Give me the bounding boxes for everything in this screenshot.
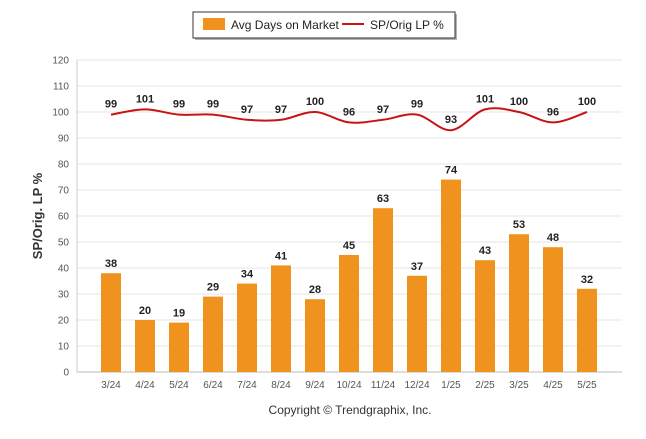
x-tick-label: 2/25 (475, 380, 495, 391)
x-tick-label: 8/24 (271, 380, 291, 391)
line-value-label: 99 (173, 99, 185, 111)
x-tick-label: 4/25 (543, 380, 563, 391)
bar (373, 208, 393, 372)
bar-value-label: 53 (513, 219, 525, 231)
legend-bar-label: Avg Days on Market (231, 18, 339, 32)
bar-value-label: 43 (479, 245, 491, 257)
line-value-label: 97 (377, 104, 389, 116)
bars (101, 179, 597, 372)
bar (475, 260, 495, 372)
y-ticks: 0 10 20 30 40 50 60 70 80 90 100 110 120 (52, 56, 69, 379)
line-value-label: 101 (136, 93, 154, 105)
x-tick-label: 7/24 (237, 380, 257, 391)
bar (441, 179, 461, 372)
line-value-label: 100 (306, 96, 324, 108)
bar-value-label: 63 (377, 193, 389, 205)
y-tick-label: 30 (58, 290, 70, 301)
bar-value-label: 20 (139, 305, 151, 317)
bar-value-label: 41 (275, 250, 287, 262)
y-tick-label: 120 (52, 56, 69, 67)
bar-value-label: 34 (241, 269, 254, 281)
x-tick-label: 3/24 (101, 380, 121, 391)
line-value-label: 100 (510, 96, 528, 108)
bar (271, 265, 291, 372)
legend-box (192, 11, 456, 39)
bar-value-label: 29 (207, 282, 219, 294)
line-value-label: 99 (105, 99, 117, 111)
bar-value-label: 48 (547, 232, 559, 244)
y-tick-label: 80 (58, 160, 70, 171)
bar-value-label: 19 (173, 308, 185, 320)
bar (339, 255, 359, 372)
x-tick-label: 3/25 (509, 380, 529, 391)
bar-value-label: 28 (309, 284, 321, 296)
bar (305, 299, 325, 372)
x-tick-label: 9/24 (305, 380, 325, 391)
line-value-label: 101 (476, 93, 494, 105)
bar (203, 296, 223, 372)
bar (577, 288, 597, 372)
line-series (110, 107, 588, 132)
line-value-label: 96 (547, 106, 559, 118)
line-value-label: 97 (275, 104, 287, 116)
line-value-label: 96 (343, 106, 355, 118)
legend-line-label: SP/Orig LP % (370, 18, 444, 32)
copyright-text: Copyright © Trendgraphix, Inc. (269, 403, 432, 417)
bar (407, 275, 427, 372)
y-tick-label: 110 (53, 82, 69, 93)
x-tick-label: 4/24 (135, 380, 155, 391)
x-tick-label: 10/24 (336, 380, 361, 391)
x-tick-label: 5/24 (169, 380, 189, 391)
line-value-label: 100 (578, 96, 596, 108)
line-value-label: 97 (241, 104, 253, 116)
bar-value-label: 74 (445, 165, 458, 177)
bar-value-label: 32 (581, 274, 593, 286)
y-tick-label: 100 (52, 108, 69, 119)
x-tick-label: 12/24 (404, 380, 429, 391)
line-value-label: 99 (411, 99, 423, 111)
bar (101, 273, 121, 372)
bar (237, 283, 257, 372)
y-axis-label: SP/Orig. LP % (30, 172, 45, 259)
x-tick-label: 6/24 (203, 380, 223, 391)
legend: Avg Days on Market SP/Orig LP % (192, 11, 457, 40)
y-tick-label: 40 (58, 264, 70, 275)
y-tick-label: 50 (58, 238, 70, 249)
y-tick-label: 90 (58, 134, 70, 145)
bar (543, 247, 563, 372)
x-tick-label: 5/25 (577, 380, 597, 391)
y-tick-label: 10 (58, 342, 70, 353)
y-tick-label: 70 (58, 186, 70, 197)
line-value-label: 99 (207, 99, 219, 111)
bar (135, 320, 155, 372)
y-tick-label: 60 (58, 212, 70, 223)
sp-orig-lp-line (110, 107, 588, 132)
legend-bar-swatch (203, 18, 225, 30)
bar-value-label: 38 (105, 258, 117, 270)
bar (509, 234, 529, 372)
x-tick-label: 1/25 (441, 380, 461, 391)
bar-value-label: 37 (411, 261, 423, 273)
line-value-label: 93 (445, 114, 457, 126)
y-tick-label: 20 (58, 316, 70, 327)
bar-value-label: 45 (343, 240, 355, 252)
x-tick-label: 11/24 (371, 380, 396, 391)
y-tick-label: 0 (63, 368, 69, 379)
x-ticks: 3/24 4/24 5/24 6/24 7/24 8/24 9/24 10/24 11/24 12… (101, 380, 597, 391)
data-labels: 38 20 19 29 34 41 28 45 63 37 74 43 53 48 32 99 101 99 99 9… (105, 93, 596, 319)
bar (169, 322, 189, 372)
